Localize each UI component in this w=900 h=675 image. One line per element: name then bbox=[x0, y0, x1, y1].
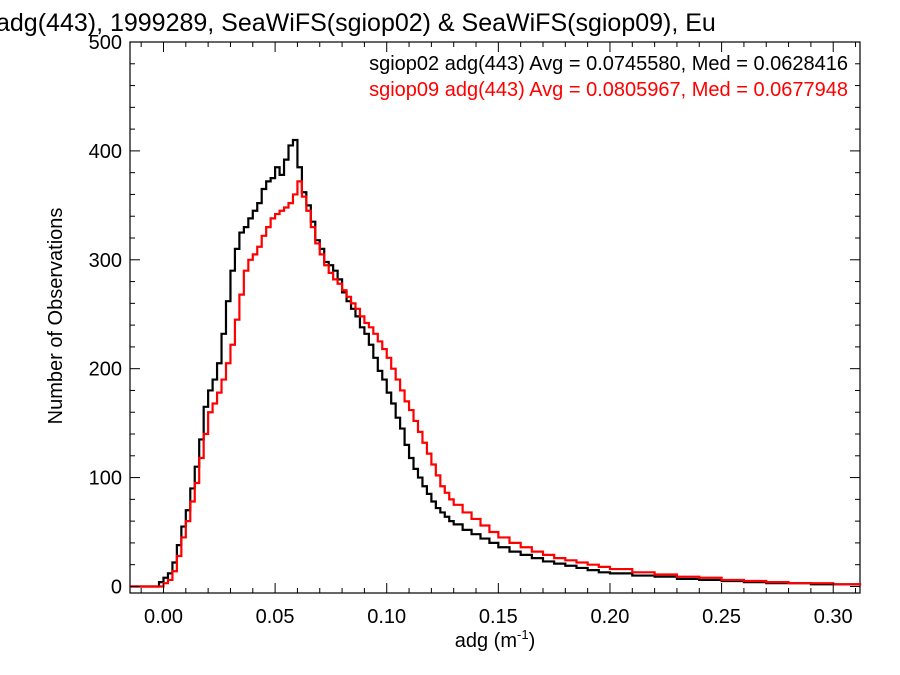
y-tick-label: 400 bbox=[89, 141, 122, 163]
x-tick-label: 0.00 bbox=[144, 606, 183, 628]
y-tick-label: 0 bbox=[111, 576, 122, 598]
x-tick-label: 0.25 bbox=[702, 606, 741, 628]
x-tick-label: 0.10 bbox=[367, 606, 406, 628]
y-tick-label: 200 bbox=[89, 359, 122, 381]
x-tick-label: 0.05 bbox=[256, 606, 295, 628]
plot-frame bbox=[129, 41, 861, 594]
chart-title: adg(443), 1999289, SeaWiFS(sgiop02) & Se… bbox=[0, 9, 716, 37]
y-axis-label: Number of Observations bbox=[45, 208, 67, 425]
y-tick-label: 100 bbox=[89, 468, 122, 490]
series-layer bbox=[130, 138, 862, 588]
legend-entry-sgiop02: sgiop02 adg(443) Avg = 0.0745580, Med = … bbox=[369, 53, 848, 75]
axis-ticks: 0.00 0.05 0.10 0.15 0.20 0.25 0.30 0 100 200 300 40… bbox=[89, 32, 860, 628]
legend-entry-sgiop09: sgiop09 adg(443) Avg = 0.0805967, Med = … bbox=[369, 79, 848, 101]
x-axis-label-superscript: -1 bbox=[517, 627, 529, 642]
x-tick-label: 0.15 bbox=[479, 606, 518, 628]
x-tick-label: 0.20 bbox=[591, 606, 630, 628]
x-axis-label: adg (m-1) bbox=[455, 627, 535, 652]
x-tick-label: 0.30 bbox=[814, 606, 853, 628]
y-tick-label: 300 bbox=[89, 250, 122, 272]
y-tick-label: 500 bbox=[89, 32, 122, 54]
series-line-0 bbox=[130, 138, 862, 588]
series-line-1 bbox=[130, 180, 862, 588]
